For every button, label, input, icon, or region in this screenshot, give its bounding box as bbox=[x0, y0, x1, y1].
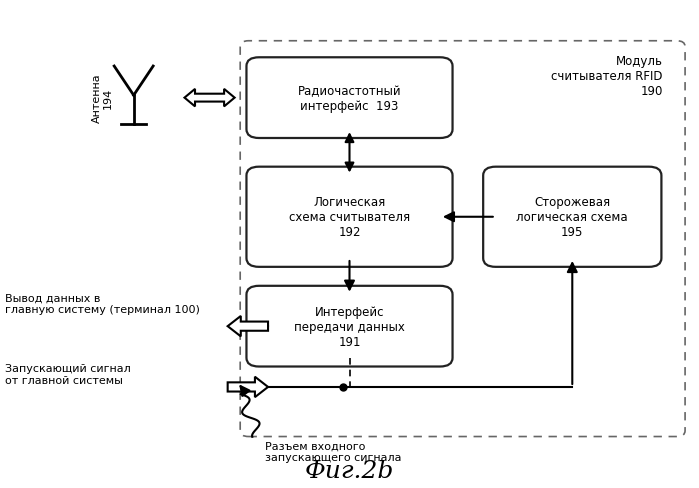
Text: Сторожевая
логическая схема
195: Сторожевая логическая схема 195 bbox=[517, 196, 628, 239]
FancyBboxPatch shape bbox=[483, 167, 661, 267]
Text: Интерфейс
передачи данных
191: Интерфейс передачи данных 191 bbox=[294, 305, 405, 348]
Text: Вывод данных в
главную систему (терминал 100): Вывод данных в главную систему (терминал… bbox=[5, 293, 200, 314]
FancyBboxPatch shape bbox=[247, 58, 452, 139]
Text: Разъем входного
запускающего сигнала: Разъем входного запускающего сигнала bbox=[265, 441, 402, 462]
Text: Модуль
считывателя RFID
190: Модуль считывателя RFID 190 bbox=[552, 55, 663, 98]
FancyBboxPatch shape bbox=[247, 286, 452, 367]
Text: Фиг.2b: Фиг.2b bbox=[305, 459, 394, 482]
Polygon shape bbox=[228, 377, 268, 397]
Text: Логическая
схема считывателя
192: Логическая схема считывателя 192 bbox=[289, 196, 410, 239]
Polygon shape bbox=[185, 90, 235, 107]
Text: Запускающий сигнал
от главной системы: Запускающий сигнал от главной системы bbox=[5, 363, 131, 385]
Polygon shape bbox=[228, 316, 268, 337]
Text: Радиочастотный
интерфейс  193: Радиочастотный интерфейс 193 bbox=[298, 84, 401, 112]
Text: Антенна
194: Антенна 194 bbox=[92, 74, 113, 123]
FancyBboxPatch shape bbox=[247, 167, 452, 267]
